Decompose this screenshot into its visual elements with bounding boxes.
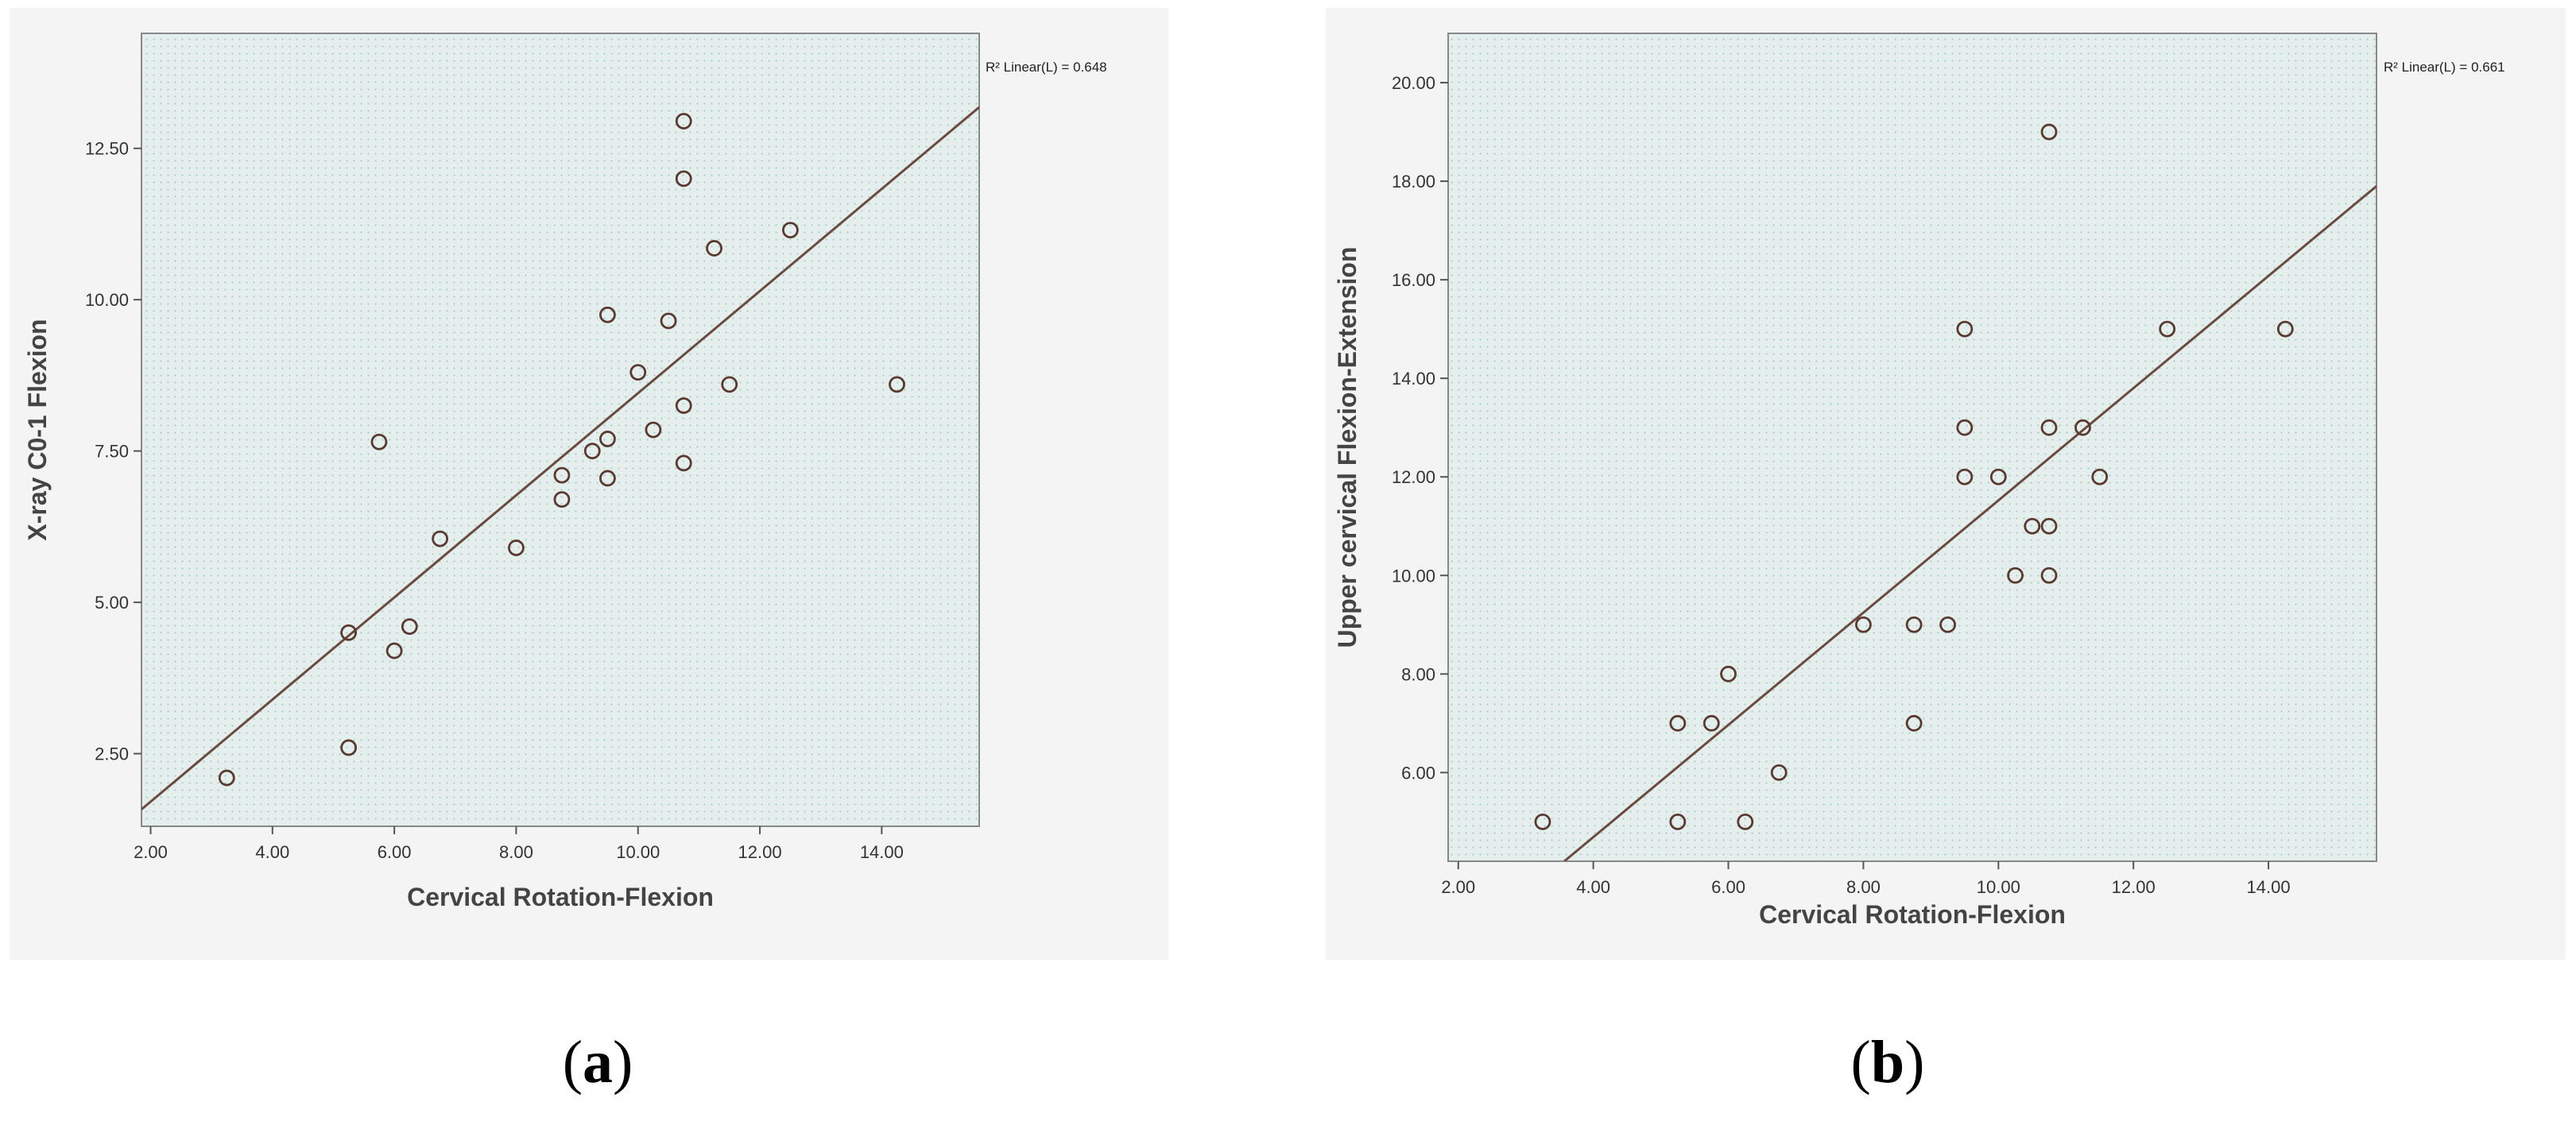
data-point-a bbox=[889, 376, 905, 393]
data-point-b bbox=[1534, 813, 1551, 830]
data-point-b bbox=[1737, 813, 1754, 830]
data-point-b bbox=[1956, 419, 1974, 436]
data-point-b bbox=[2040, 517, 2058, 535]
x-tick-label-b: 14.00 bbox=[2247, 877, 2291, 897]
x-tick-label-a: 2.00 bbox=[134, 842, 168, 862]
y-axis-title-a: X-ray C0-1 Flexion bbox=[23, 319, 52, 540]
y-tick-label-a: 7.50 bbox=[95, 442, 129, 462]
y-tick-label-a: 5.00 bbox=[95, 593, 129, 613]
x-tick-label-b: 12.00 bbox=[2112, 877, 2156, 897]
data-point-b bbox=[1939, 616, 1956, 633]
data-point-a bbox=[675, 170, 692, 188]
data-point-b bbox=[1855, 616, 1872, 633]
x-tick-label-a: 10.00 bbox=[616, 842, 660, 862]
scatter-chart-a: 2.00 4.00 6.00 8.00 10.00 12.00 14.00 2.50 5.00 7… bbox=[10, 8, 1168, 1096]
data-point-b bbox=[2040, 419, 2058, 436]
data-point-b bbox=[2276, 320, 2294, 338]
y-tick-label-b: 12.00 bbox=[1392, 467, 1435, 487]
data-point-a bbox=[553, 491, 571, 508]
data-point-b bbox=[2024, 517, 2041, 535]
y-tick-label-b: 10.00 bbox=[1392, 566, 1435, 586]
y-tick-label-b: 16.00 bbox=[1392, 270, 1435, 290]
x-tick-label-b: 10.00 bbox=[1977, 877, 2020, 897]
data-point-b bbox=[2007, 566, 2024, 584]
data-point-b bbox=[2091, 468, 2109, 485]
data-point-b bbox=[1669, 714, 1687, 732]
data-point-b bbox=[1669, 813, 1687, 830]
data-point-b bbox=[1956, 468, 1974, 485]
x-tick-label-a: 6.00 bbox=[378, 842, 412, 862]
x-tick-label-a: 12.00 bbox=[738, 842, 782, 862]
data-point-a bbox=[401, 618, 418, 635]
x-tick-label-b: 2.00 bbox=[1441, 877, 1475, 897]
scatter-chart-b: 2.00 4.00 6.00 8.00 10.00 12.00 14.00 6.00 8.00 1… bbox=[1326, 8, 2566, 1096]
data-point-a bbox=[781, 222, 799, 238]
x-tick-label-a: 4.00 bbox=[255, 842, 289, 862]
y-tick-label-b: 14.00 bbox=[1392, 369, 1435, 389]
data-point-a bbox=[553, 466, 571, 484]
data-point-b bbox=[1956, 320, 1974, 338]
y-tick-label-a: 10.00 bbox=[85, 290, 129, 310]
x-tick-label-a: 8.00 bbox=[499, 842, 533, 862]
data-point-a bbox=[721, 376, 738, 393]
data-point-b bbox=[1905, 714, 1923, 732]
y-tick-label-a: 2.50 bbox=[95, 744, 129, 764]
data-point-b bbox=[1720, 665, 1737, 682]
x-tick-label-b: 4.00 bbox=[1576, 877, 1610, 897]
data-point-a bbox=[340, 739, 358, 756]
x-tick-label-a: 14.00 bbox=[860, 842, 904, 862]
data-point-a bbox=[340, 624, 358, 641]
data-point-b bbox=[2040, 123, 2058, 141]
y-axis-title-b: Upper cervical Flexion-Extension bbox=[1333, 246, 1362, 648]
data-point-a bbox=[385, 642, 403, 659]
x-axis-title-a: Cervical Rotation-Flexion bbox=[407, 883, 714, 911]
data-point-a bbox=[370, 433, 388, 450]
y-tick-label-b: 20.00 bbox=[1392, 73, 1435, 93]
data-point-a bbox=[599, 306, 616, 323]
data-point-a bbox=[599, 470, 616, 487]
data-point-a bbox=[675, 454, 692, 472]
chart-panel-b: 2.00 4.00 6.00 8.00 10.00 12.00 14.00 6.00 8.00 1… bbox=[1319, 0, 2576, 1129]
data-point-b bbox=[2159, 320, 2176, 338]
plot-area-b bbox=[1447, 33, 2377, 862]
data-point-a bbox=[599, 431, 616, 447]
y-tick-label-b: 8.00 bbox=[1401, 664, 1435, 684]
panel-caption-a: (a) bbox=[563, 1029, 633, 1096]
data-point-a bbox=[706, 240, 722, 257]
data-point-a bbox=[583, 443, 601, 460]
data-point-b bbox=[2040, 566, 2058, 584]
data-point-a bbox=[432, 530, 449, 547]
chart-panel-a: 2.00 4.00 6.00 8.00 10.00 12.00 14.00 2.50 5.00 7… bbox=[0, 0, 1240, 1129]
fit-line-a bbox=[141, 106, 979, 810]
data-point-b bbox=[1905, 616, 1923, 633]
x-tick-label-b: 8.00 bbox=[1846, 877, 1881, 897]
data-point-a bbox=[629, 364, 647, 381]
data-point-a bbox=[660, 312, 677, 330]
r2-label-b: R² Linear(L) = 0.661 bbox=[2384, 60, 2505, 75]
r2-label-a: R² Linear(L) = 0.648 bbox=[986, 60, 1107, 75]
data-point-a bbox=[675, 113, 692, 130]
panel-caption-b: (b) bbox=[1851, 1029, 1925, 1096]
x-tick-label-b: 6.00 bbox=[1711, 877, 1745, 897]
data-point-a bbox=[218, 769, 235, 787]
data-point-b bbox=[2074, 419, 2091, 436]
data-point-b bbox=[1989, 468, 2007, 485]
plot-area-a bbox=[141, 33, 980, 827]
fit-line-b bbox=[1563, 185, 2377, 861]
data-point-a bbox=[675, 397, 692, 414]
data-point-b bbox=[1702, 714, 1720, 732]
data-point-a bbox=[508, 539, 525, 556]
y-tick-label-b: 18.00 bbox=[1392, 172, 1435, 191]
data-point-a bbox=[645, 421, 662, 439]
data-point-b bbox=[1770, 764, 1788, 781]
y-tick-label-b: 6.00 bbox=[1401, 763, 1435, 783]
x-axis-title-b: Cervical Rotation-Flexion bbox=[1759, 900, 2066, 929]
y-tick-label-a: 12.50 bbox=[85, 139, 129, 159]
